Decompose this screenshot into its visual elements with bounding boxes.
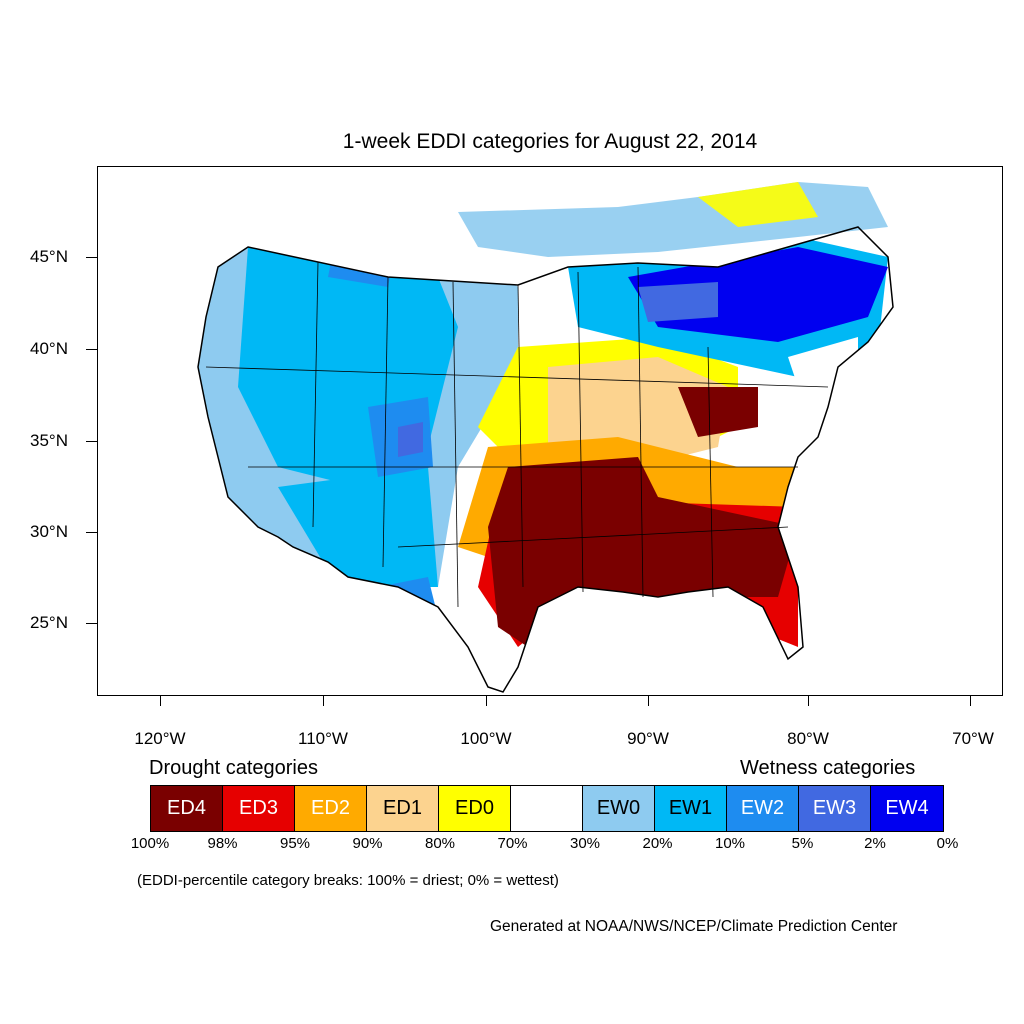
lon-tick (970, 696, 971, 706)
us-outline (197, 226, 894, 693)
lat-label: 40°N (30, 339, 68, 358)
lat-label: 35°N (30, 431, 68, 450)
lon-tick (160, 696, 161, 706)
region-ew3-patch (398, 422, 423, 457)
legend-cell: ED0 (439, 786, 511, 831)
lat-tick (86, 349, 98, 350)
legend-cell: ED1 (367, 786, 439, 831)
percentile-label: 90% (352, 835, 383, 852)
percentile-label: 5% (791, 835, 814, 852)
credit-line: Generated at NOAA/NWS/NCEP/Climate Predi… (490, 918, 898, 935)
legend-note: (EDDI-percentile category breaks: 100% =… (137, 872, 559, 889)
region-ohio-ed4 (678, 387, 758, 437)
region-sw-ew1 (278, 467, 438, 587)
legend-cell: EW2 (727, 786, 799, 831)
legend-cell: EW1 (655, 786, 727, 831)
percentile-label: 70% (497, 835, 528, 852)
percentile-label: 2% (864, 835, 886, 852)
lon-label: 70°W (952, 729, 994, 748)
region-canada-ed0 (698, 182, 818, 227)
lon-label: 80°W (787, 729, 829, 748)
lon-label: 110°W (298, 729, 348, 748)
percentile-label: 20% (642, 835, 673, 852)
lat-tick (86, 441, 98, 442)
legend-cell: ED4 (151, 786, 223, 831)
percentile-label: 95% (279, 835, 311, 852)
lon-tick (323, 696, 324, 706)
lon-tick (486, 696, 487, 706)
percentile-label: 100% (130, 835, 170, 852)
lon-tick (648, 696, 649, 706)
lon-label: 120°W (134, 729, 186, 748)
lat-tick (86, 532, 98, 533)
legend-cell: EW4 (871, 786, 943, 831)
lon-label: 100°W (460, 729, 512, 748)
percentile-label: 80% (424, 835, 456, 852)
lon-tick (808, 696, 809, 706)
percentile-label: 98% (207, 835, 238, 852)
legend-cell: ED2 (295, 786, 367, 831)
lat-tick (86, 257, 98, 258)
percentile-label: 30% (569, 835, 601, 852)
legend-cell: EW0 (583, 786, 655, 831)
percentile-label: 10% (714, 835, 746, 852)
legend-cell: EW3 (799, 786, 871, 831)
lat-label: 25°N (30, 613, 68, 632)
map-title: 1-week EDDI categories for August 22, 20… (342, 130, 758, 153)
legend-cell: ED3 (223, 786, 295, 831)
eddi-map (97, 166, 1003, 696)
percentile-label: 0% (936, 835, 959, 852)
wetness-heading: Wetness categories (740, 757, 916, 779)
state-lines (205, 261, 829, 608)
legend-cell (511, 786, 583, 831)
lat-label: 30°N (30, 522, 68, 541)
lon-label: 90°W (627, 729, 669, 748)
region-great-lakes-ew3 (638, 282, 718, 322)
drought-heading: Drought categories (149, 757, 318, 779)
legend-bar: ED4 ED3 ED2 ED1 ED0 EW0 EW1 EW2 EW3 EW4 (150, 785, 944, 832)
lat-tick (86, 623, 98, 624)
lat-label: 45°N (30, 247, 68, 266)
